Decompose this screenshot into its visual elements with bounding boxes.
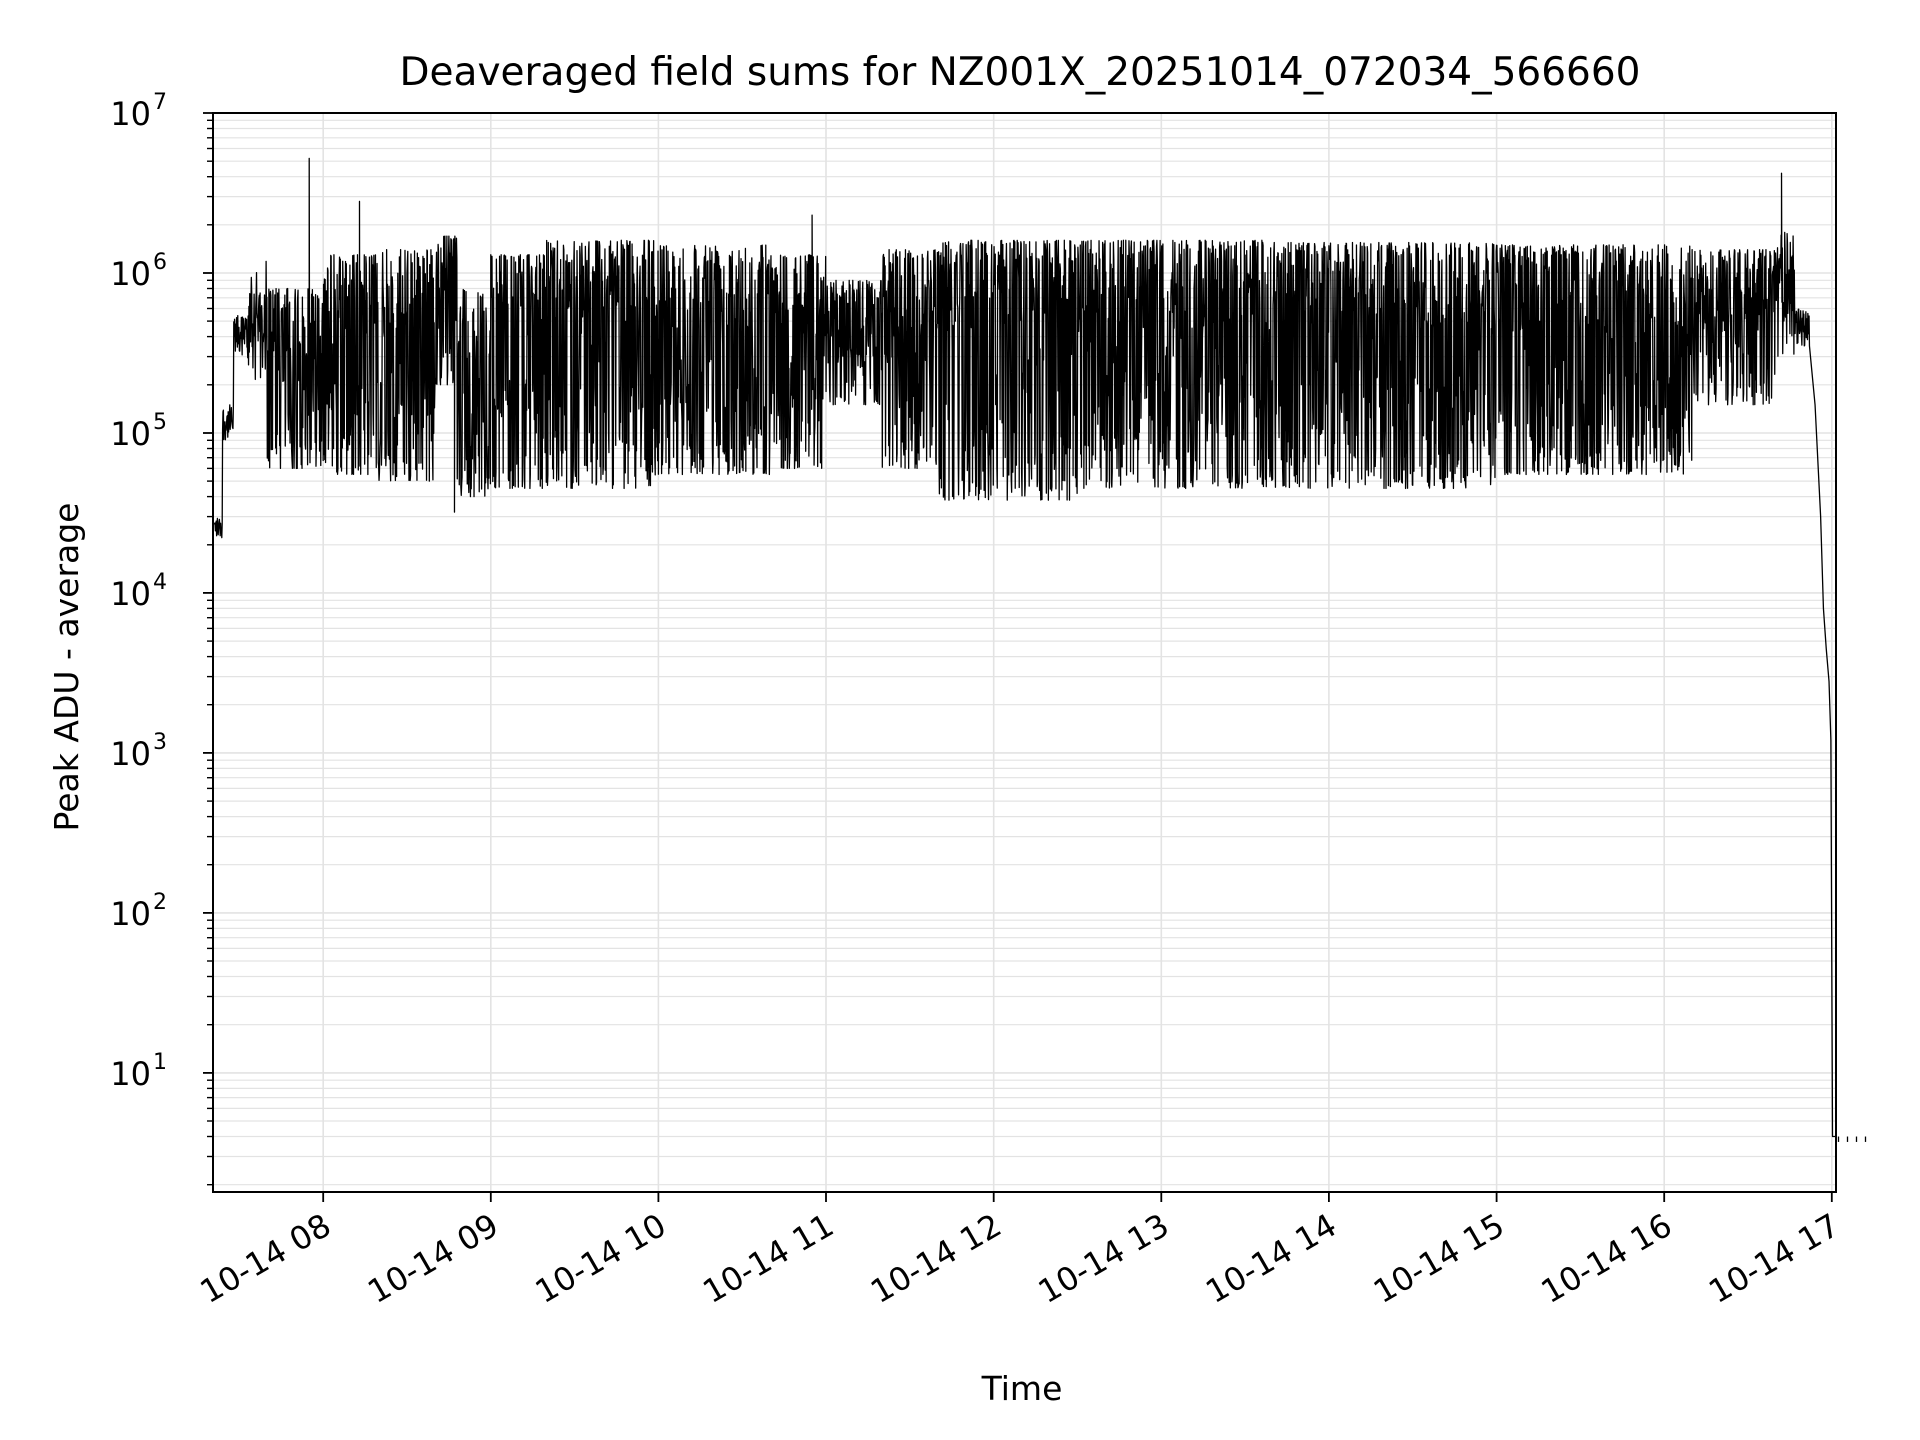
y-tick-label: 10 4 bbox=[110, 570, 167, 613]
y-tick-label: 10 3 bbox=[110, 730, 167, 773]
plot-area bbox=[213, 157, 1867, 1142]
y-tick-base: 10 bbox=[110, 1055, 151, 1093]
y-tick-base: 10 bbox=[110, 415, 151, 453]
chart-title: Deaveraged field sums for NZ001X_2025101… bbox=[400, 50, 1641, 95]
y-tick-exponent: 6 bbox=[153, 250, 167, 275]
x-axis-label: Time bbox=[981, 1369, 1063, 1408]
y-tick-label: 10 2 bbox=[110, 890, 167, 933]
grid-lines bbox=[213, 112, 1836, 1192]
y-tick-exponent: 1 bbox=[153, 1050, 167, 1075]
y-tick-base: 10 bbox=[110, 895, 151, 933]
y-tick-label: 10 5 bbox=[110, 410, 167, 453]
y-tick-exponent: 2 bbox=[153, 890, 167, 915]
y-axis-label: Peak ADU - average bbox=[47, 503, 86, 832]
axes-frame bbox=[212, 112, 1837, 1193]
y-tick-base: 10 bbox=[110, 255, 151, 293]
y-tick-exponent: 4 bbox=[153, 570, 167, 595]
y-tick-label: 10 7 bbox=[110, 90, 167, 133]
y-tick-exponent: 5 bbox=[153, 410, 167, 435]
y-tick-base: 10 bbox=[110, 95, 151, 133]
y-tick-base: 10 bbox=[110, 735, 151, 773]
series-line bbox=[213, 157, 1836, 1138]
y-tick-exponent: 3 bbox=[153, 730, 167, 755]
y-tick-label: 10 1 bbox=[110, 1050, 167, 1093]
y-tick-base: 10 bbox=[110, 575, 151, 613]
y-tick-exponent: 7 bbox=[153, 90, 167, 115]
y-tick-label: 10 6 bbox=[110, 250, 167, 293]
